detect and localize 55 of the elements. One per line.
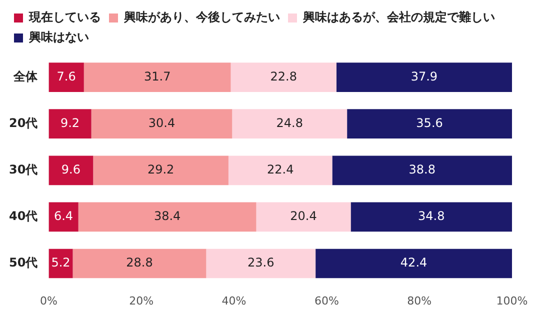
bar [230, 62, 336, 92]
bar [347, 109, 512, 139]
bar [232, 109, 348, 139]
y-tick-label: 50代 [8, 256, 38, 270]
bar [48, 202, 78, 232]
x-tick-label: 20% [129, 294, 154, 308]
data-label: 30.4 [148, 116, 176, 130]
data-label: 24.8 [276, 116, 303, 130]
bar [78, 202, 256, 232]
data-label: 9.6 [61, 162, 80, 177]
data-label: 28.8 [126, 256, 153, 270]
data-label: 37.9 [410, 69, 438, 84]
data-label: 38.4 [154, 209, 181, 224]
bar [336, 62, 512, 92]
x-tick-label: 40% [222, 294, 246, 308]
data-label: 20.4 [290, 209, 317, 224]
legend-label: 現在している [28, 10, 101, 24]
data-label: 34.8 [418, 209, 445, 224]
data-label: 35.6 [416, 116, 443, 130]
bar [228, 156, 332, 186]
legend-label: 興味はない [28, 30, 89, 44]
bar [48, 109, 92, 139]
bar [84, 62, 231, 92]
y-tick-label: 30代 [8, 162, 38, 177]
legend-label: 興味はあるが、会社の規定で難しい [302, 10, 495, 24]
data-label: 29.2 [147, 162, 174, 177]
data-label: 38.8 [408, 162, 436, 177]
data-label: 22.8 [270, 69, 297, 84]
data-label: 5.2 [51, 256, 70, 270]
bar [91, 109, 232, 139]
bar [48, 248, 73, 278]
bar [316, 248, 512, 278]
data-label: 23.6 [248, 256, 274, 270]
bar [48, 156, 94, 186]
bar [72, 248, 206, 278]
x-tick-label: 100% [496, 294, 528, 308]
y-tick-label: 20代 [8, 116, 38, 130]
data-label: 42.4 [400, 256, 428, 270]
bar [350, 202, 512, 232]
x-tick-label: 60% [314, 294, 339, 308]
bar [48, 62, 84, 92]
y-tick-label: 全体 [12, 69, 39, 84]
data-label: 6.4 [54, 209, 74, 224]
x-tick-label: 0% [40, 294, 58, 308]
data-label: 7.6 [56, 69, 76, 84]
bar [206, 248, 316, 278]
data-label: 31.7 [144, 69, 171, 84]
y-tick-label: 40代 [8, 209, 38, 224]
bar [93, 156, 228, 186]
data-label: 22.4 [266, 162, 294, 177]
x-tick-label: 80% [407, 294, 432, 308]
bar [256, 202, 351, 232]
legend-label: 興味があり、今後してみたい [123, 10, 280, 24]
data-label: 9.2 [60, 116, 80, 130]
bar [332, 156, 512, 186]
